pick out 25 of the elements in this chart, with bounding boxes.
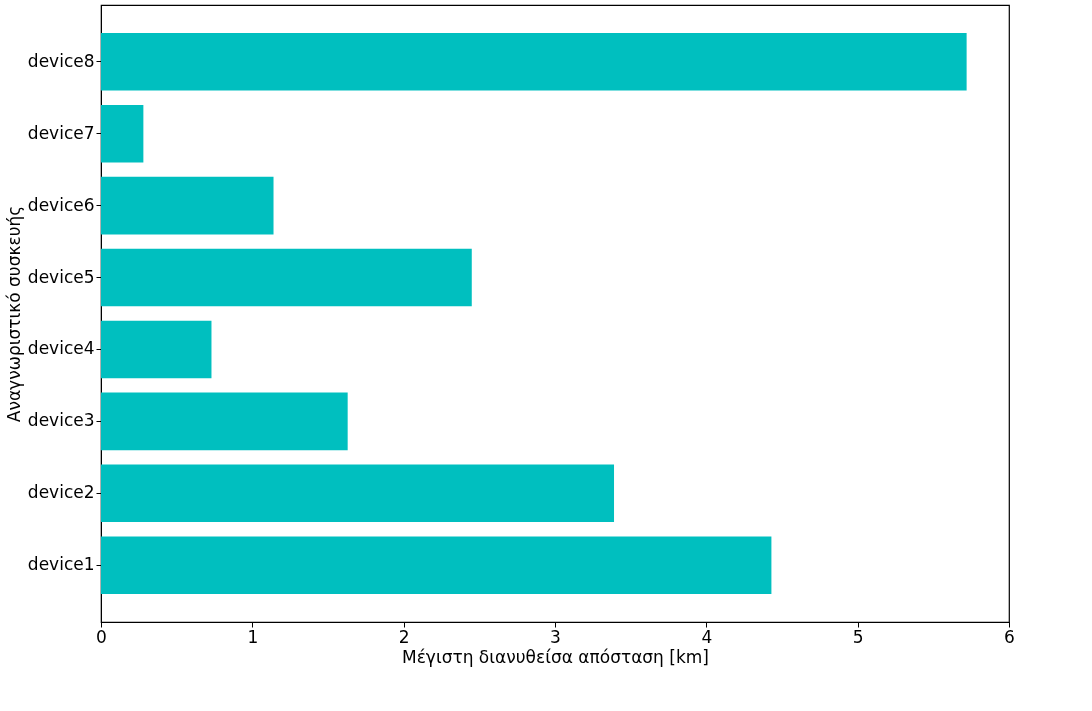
x-tick-label: 5: [852, 626, 864, 647]
bar: [101, 392, 348, 451]
y-tick-label: device6: [27, 194, 95, 215]
y-tick-label: device4: [27, 338, 95, 359]
bar: [101, 320, 212, 379]
bar: [101, 33, 967, 91]
bar: [101, 464, 615, 523]
y-tick-label: device2: [27, 482, 95, 503]
y-tick-label: device1: [27, 554, 95, 575]
y-tick-label: device8: [27, 50, 95, 71]
x-tick-label: 0: [96, 626, 107, 647]
y-tick-label: device3: [27, 410, 95, 431]
x-tick-label: 4: [701, 626, 713, 647]
x-tick-label: 2: [398, 626, 410, 647]
x-tick-label: 6: [1004, 626, 1015, 647]
bar: [101, 248, 472, 307]
y-axis-title: Αναγνωριστικό συσκευής: [3, 205, 24, 423]
y-tick-label: device7: [27, 122, 95, 143]
bar: [101, 104, 144, 163]
x-tick-label: 3: [550, 626, 561, 647]
x-axis-title: Μέγιστη διανυθείσα απόσταση [km]: [402, 646, 709, 667]
bar: [101, 176, 274, 235]
x-tick-label: 1: [247, 626, 259, 647]
y-tick-label: device5: [27, 266, 95, 287]
bar: [101, 536, 772, 594]
